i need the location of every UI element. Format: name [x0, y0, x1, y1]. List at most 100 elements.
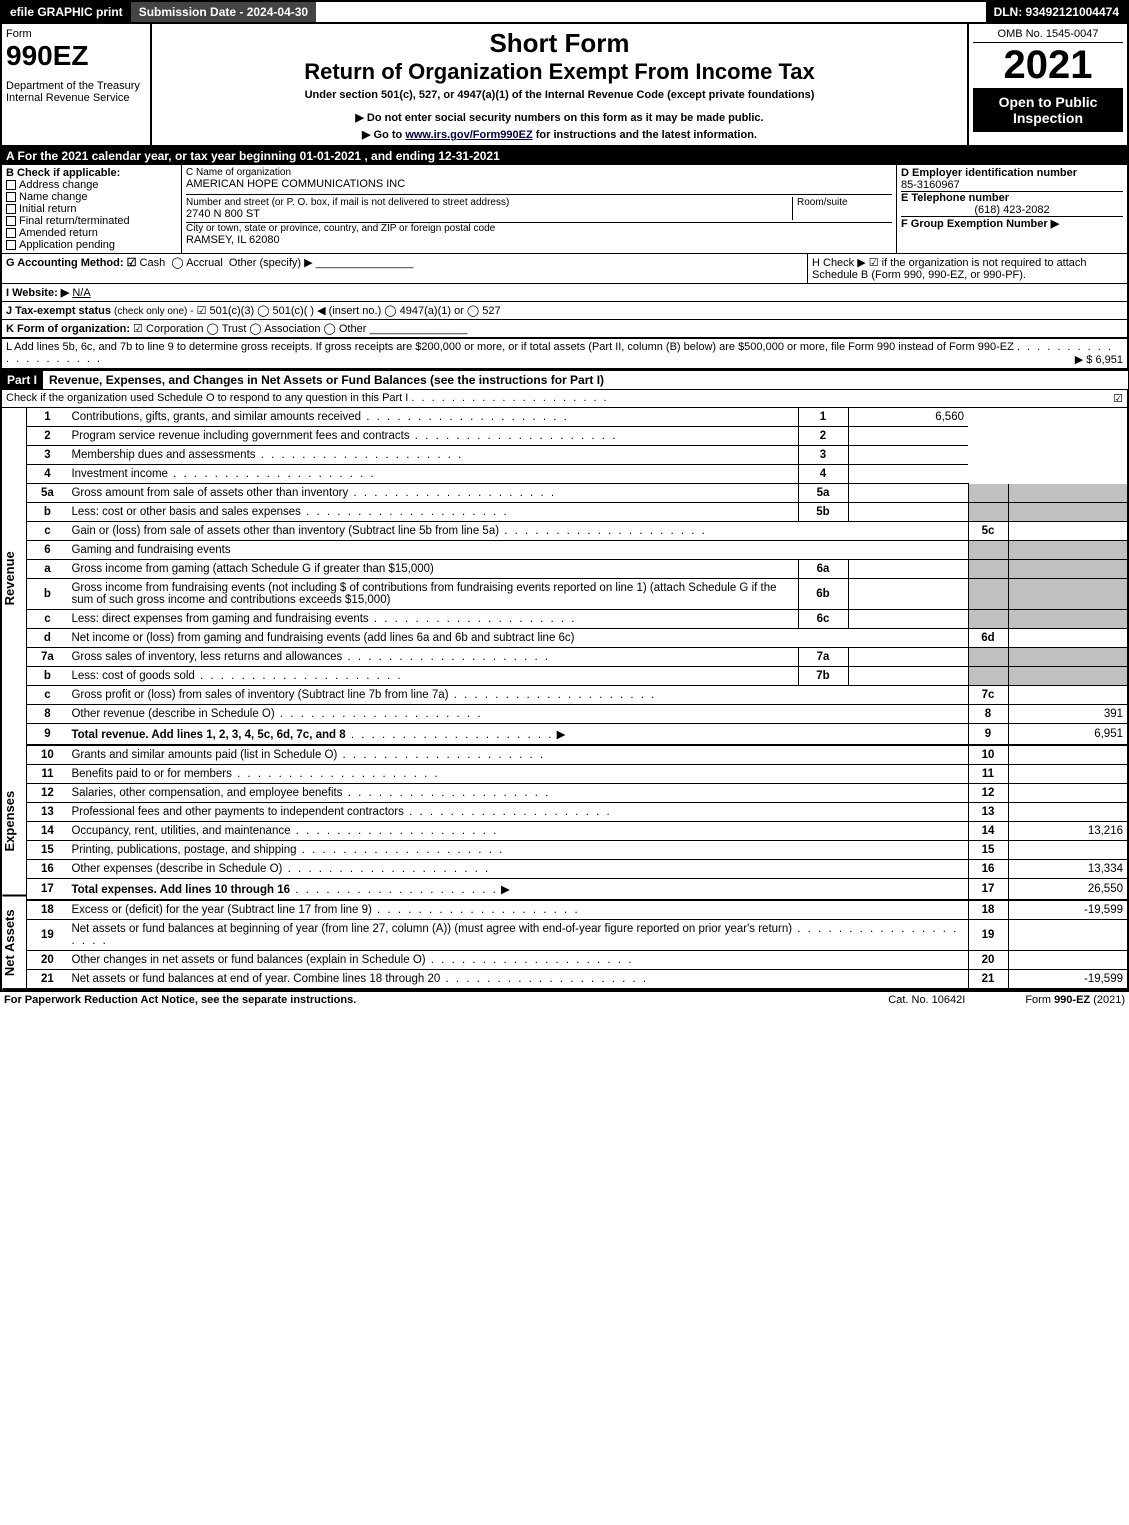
revenue-label: Revenue [2, 408, 26, 748]
i-label: I Website: ▶ [6, 287, 69, 299]
g-label: G Accounting Method: [6, 257, 124, 269]
page-footer: For Paperwork Reduction Act Notice, see … [0, 990, 1129, 1008]
val: -19,599 [1008, 900, 1128, 920]
header-left: Form 990EZ Department of the Treasury In… [2, 24, 152, 145]
b-opt-4: Amended return [19, 227, 98, 239]
b-opt-3: Final return/terminated [19, 215, 130, 227]
desc: Other revenue (describe in Schedule O) [71, 708, 274, 720]
val: 391 [1008, 705, 1128, 724]
part1-tag: Part I [1, 371, 43, 389]
val [848, 427, 968, 446]
line-7c: cGross profit or (loss) from sales of in… [27, 686, 1128, 705]
omb-number: OMB No. 1545-0047 [973, 28, 1123, 43]
line-12: 12Salaries, other compensation, and empl… [27, 784, 1128, 803]
line-6a: aGross income from gaming (attach Schedu… [27, 560, 1128, 579]
form-header: Form 990EZ Department of the Treasury In… [0, 24, 1129, 147]
desc: Occupancy, rent, utilities, and maintena… [71, 825, 290, 837]
b-item: Initial return [6, 203, 177, 215]
sub: 6b [798, 579, 848, 610]
desc: Excess or (deficit) for the year (Subtra… [71, 904, 371, 916]
val: 13,216 [1008, 822, 1128, 841]
sub: 5b [798, 503, 848, 522]
section-j: J Tax-exempt status (check only one) - ☑… [0, 302, 1129, 320]
sub3-post: for instructions and the latest informat… [533, 129, 757, 141]
line-14: 14Occupancy, rent, utilities, and mainte… [27, 822, 1128, 841]
irs-link[interactable]: www.irs.gov/Form990EZ [405, 129, 532, 141]
desc: Salaries, other compensation, and employ… [71, 787, 342, 799]
section-h: H Check ▶ ☑ if the organization is not r… [807, 254, 1127, 283]
line-6: 6Gaming and fundraising events [27, 541, 1128, 560]
sub: 6c [798, 610, 848, 629]
line-16: 16Other expenses (describe in Schedule O… [27, 860, 1128, 879]
val: -19,599 [1008, 970, 1128, 990]
k-opts: ☑ Corporation ◯ Trust ◯ Association ◯ Ot… [133, 323, 366, 335]
val: 13,334 [1008, 860, 1128, 879]
d-label: D Employer identification number [901, 167, 1123, 179]
fr-pre: Form [1025, 994, 1054, 1006]
line-10: 10Grants and similar amounts paid (list … [27, 745, 1128, 765]
j-label: J Tax-exempt status [6, 305, 111, 317]
form-number: 990EZ [6, 40, 146, 72]
section-c: C Name of organization AMERICAN HOPE COM… [182, 165, 897, 253]
line-2: 2Program service revenue including gover… [27, 427, 1128, 446]
sub2: ▶ Do not enter social security numbers o… [156, 111, 963, 124]
b-item: Name change [6, 191, 177, 203]
tax-year: 2021 [973, 43, 1123, 88]
netassets-label: Net Assets [2, 897, 26, 990]
sub3-pre: ▶ Go to [362, 129, 405, 141]
section-a: A For the 2021 calendar year, or tax yea… [0, 147, 1129, 165]
b-opt-5: Application pending [19, 239, 115, 251]
line-6b: bGross income from fundraising events (n… [27, 579, 1128, 610]
section-k: K Form of organization: ☑ Corporation ◯ … [0, 320, 1129, 339]
g-cash: Cash [140, 257, 166, 269]
l-text: L Add lines 5b, 6c, and 7b to line 9 to … [6, 341, 1014, 353]
check-mark: ☑ [1113, 392, 1123, 405]
city: RAMSEY, IL 62080 [186, 234, 892, 246]
form-label: Form [6, 28, 146, 40]
section-gh: G Accounting Method: ☑ Cash ◯ Accrual Ot… [0, 254, 1129, 284]
line-15: 15Printing, publications, postage, and s… [27, 841, 1128, 860]
section-g: G Accounting Method: ☑ Cash ◯ Accrual Ot… [2, 254, 807, 283]
val [1008, 784, 1128, 803]
room-label: Room/suite [797, 197, 892, 208]
dept-label: Department of the Treasury Internal Reve… [6, 80, 146, 104]
sub: 6a [798, 560, 848, 579]
val [1008, 841, 1128, 860]
section-bcdef: B Check if applicable: Address change Na… [0, 165, 1129, 254]
fr-bold: 990-EZ [1054, 994, 1090, 1006]
section-i: I Website: ▶ N/A [0, 284, 1129, 302]
ein: 85-3160967 [901, 179, 1123, 192]
val [1008, 686, 1128, 705]
top-bar: efile GRAPHIC print Submission Date - 20… [0, 0, 1129, 24]
line-17: 17Total expenses. Add lines 10 through 1… [27, 879, 1128, 901]
phone: (618) 423-2082 [901, 204, 1123, 217]
desc: Less: cost of goods sold [71, 670, 194, 682]
form-title: Short Form [156, 28, 963, 59]
submission-date: Submission Date - 2024-04-30 [131, 2, 316, 22]
desc: Gain or (loss) from sale of assets other… [71, 525, 499, 537]
part1-title: Revenue, Expenses, and Changes in Net As… [43, 371, 1128, 389]
b-opt-0: Address change [19, 179, 99, 191]
b-label: B Check if applicable: [6, 167, 177, 179]
sub: 5a [798, 484, 848, 503]
desc: Gross amount from sale of assets other t… [71, 487, 348, 499]
desc: Investment income [71, 468, 168, 480]
footer-mid: Cat. No. 10642I [888, 994, 965, 1006]
line-8: 8Other revenue (describe in Schedule O)8… [27, 705, 1128, 724]
line-21: 21Net assets or fund balances at end of … [27, 970, 1128, 990]
desc: Total expenses. Add lines 10 through 16 [71, 884, 290, 896]
dln-label: DLN: 93492121004474 [986, 2, 1127, 22]
section-l: L Add lines 5b, 6c, and 7b to line 9 to … [0, 339, 1129, 370]
desc: Contributions, gifts, grants, and simila… [71, 411, 361, 423]
street-label: Number and street (or P. O. box, if mail… [186, 197, 792, 208]
l-amount: ▶ $ 6,951 [1075, 353, 1123, 366]
line-4: 4Investment income4 [27, 465, 1128, 484]
line-5c: cGain or (loss) from sale of assets othe… [27, 522, 1128, 541]
val [848, 446, 968, 465]
form-subtitle: Return of Organization Exempt From Incom… [156, 59, 963, 85]
desc: Professional fees and other payments to … [71, 806, 403, 818]
lines-table: 1Contributions, gifts, grants, and simil… [27, 408, 1129, 990]
desc: Printing, publications, postage, and shi… [71, 844, 296, 856]
line-13: 13Professional fees and other payments t… [27, 803, 1128, 822]
desc: Net assets or fund balances at end of ye… [71, 973, 440, 985]
